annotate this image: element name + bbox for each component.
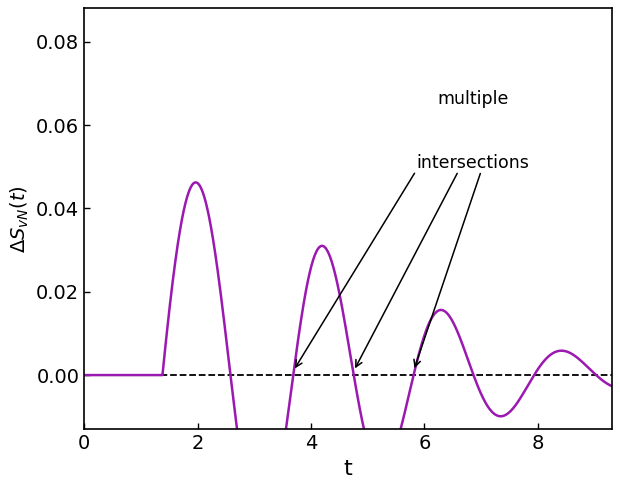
Text: intersections: intersections xyxy=(416,154,529,172)
Y-axis label: $\Delta S_{vN}(t)$: $\Delta S_{vN}(t)$ xyxy=(8,185,30,253)
X-axis label: t: t xyxy=(343,459,352,479)
Text: multiple: multiple xyxy=(437,91,508,108)
